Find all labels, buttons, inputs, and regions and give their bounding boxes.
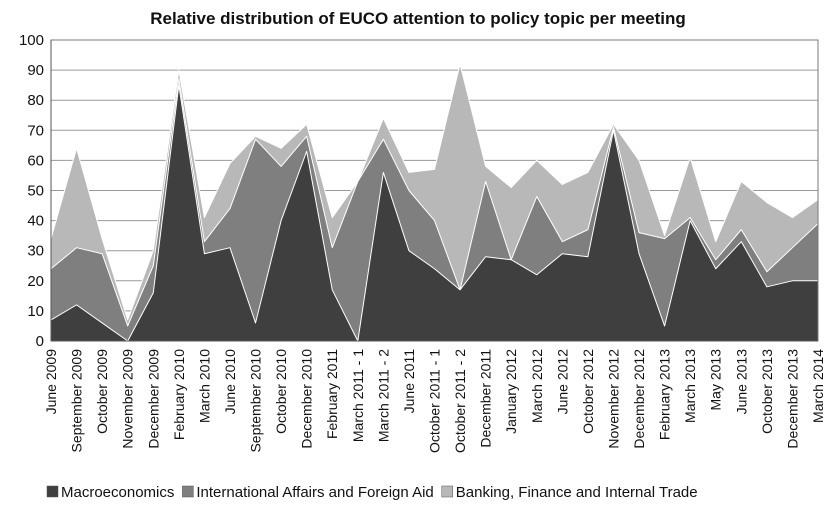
plot-areas (50, 63, 819, 342)
y-tick-label-80: 80 (27, 92, 44, 109)
legend: Macroeconomics International Affairs and … (46, 484, 698, 501)
x-tick-label-6: November 2009 (120, 349, 136, 449)
y-tick-label-10: 10 (27, 303, 44, 320)
x-tick-label-26: March 2011 - 2 (375, 349, 391, 442)
x-tick-label-52: May 2013 (708, 349, 724, 411)
legend-swatch-banking-finance-and-internal-trade (441, 485, 454, 498)
x-tick-label-0: June 2009 (43, 349, 59, 415)
x-tick-label-42: October 2012 (580, 349, 596, 434)
x-tick-label-34: December 2011 (478, 349, 494, 448)
x-tick-label-58: December 2013 (784, 349, 800, 449)
x-tick-label-24: March 2011 - 1 (350, 349, 366, 442)
x-tick-label-22: February 2011 (324, 349, 340, 439)
y-tick-label-50: 50 (27, 183, 44, 200)
y-tick-label-60: 60 (27, 152, 44, 169)
x-tick-label-44: November 2012 (605, 349, 621, 449)
x-tick-label-4: October 2009 (94, 349, 110, 434)
x-tick-label-30: October 2011 - 1 (427, 349, 443, 453)
y-tick-label-30: 30 (27, 243, 44, 260)
x-tick-label-2: September 2009 (69, 349, 85, 453)
legend-label-international-affairs-and-foreign-aid: International Affairs and Foreign Aid (196, 484, 433, 501)
x-tick-label-12: March 2010 (196, 349, 212, 423)
x-tick-label-48: February 2013 (657, 349, 673, 440)
x-tick-label-20: December 2010 (299, 349, 315, 449)
x-tick-label-56: October 2013 (759, 349, 775, 434)
y-tick-label-0: 0 (36, 333, 44, 350)
x-tick-label-38: March 2012 (529, 349, 545, 423)
x-tick-label-14: June 2010 (222, 349, 238, 415)
x-tick-label-32: October 2011 - 2 (452, 349, 468, 453)
y-tick-label-70: 70 (27, 122, 44, 139)
legend-label-macroeconomics: Macroeconomics (61, 484, 174, 501)
x-tick-label-16: September 2010 (248, 349, 264, 453)
chart-title: Relative distribution of EUCO attention … (150, 9, 686, 28)
x-tick-label-60: March 2014 (810, 349, 826, 423)
legend-label-banking-finance-and-internal-trade: Banking, Finance and Internal Trade (456, 484, 698, 501)
x-tick-labels: June 2009 September 2009 October 2009 Novem… (43, 349, 826, 453)
legend-swatch-international-affairs-and-foreign-aid (182, 485, 194, 498)
area-macroeconomics (50, 84, 819, 342)
x-tick-label-28: June 2011 (401, 349, 417, 414)
y-tick-label-20: 20 (27, 273, 44, 290)
x-tick-label-54: June 2013 (733, 349, 749, 415)
y-tick-label-90: 90 (27, 62, 44, 79)
axes (50, 39, 819, 342)
x-tick-label-10: February 2010 (171, 349, 187, 440)
x-tick-label-36: January 2012 (503, 349, 519, 434)
legend-swatch-macroeconomics (46, 485, 59, 498)
y-tick-label-100: 100 (19, 32, 44, 49)
x-tick-label-46: December 2012 (631, 349, 647, 449)
x-tick-label-8: December 2009 (145, 349, 161, 449)
x-tick-label-40: June 2012 (554, 349, 570, 415)
x-tick-label-50: March 2013 (682, 349, 698, 423)
y-tick-label-40: 40 (27, 213, 44, 230)
y-tick-labels: 0 10 20 30 40 50 60 70 80 90 100 (19, 32, 44, 350)
x-tick-label-18: October 2010 (273, 349, 289, 434)
